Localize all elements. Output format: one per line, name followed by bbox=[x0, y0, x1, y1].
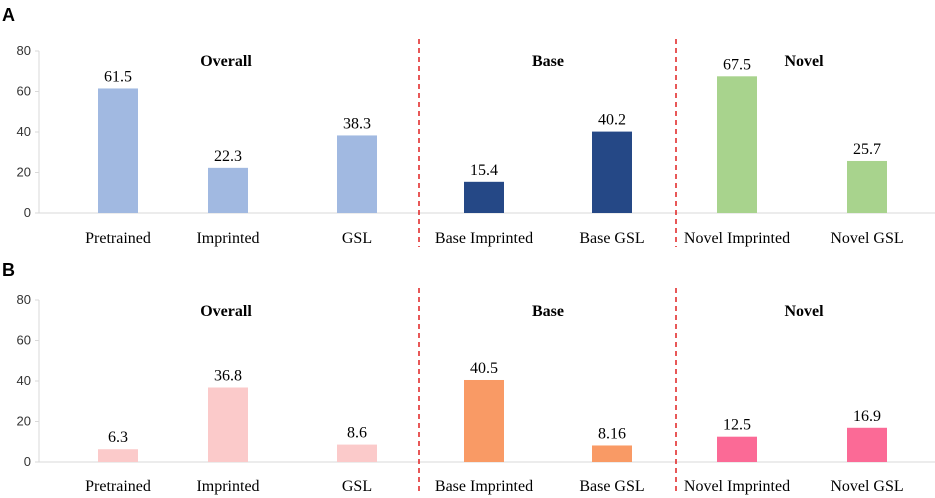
category-label: Pretrained bbox=[85, 230, 151, 247]
bar-base-gsl bbox=[592, 131, 632, 213]
group-title-overall: Overall bbox=[200, 303, 252, 320]
group-title-novel: Novel bbox=[784, 303, 824, 320]
category-label: Imprinted bbox=[196, 478, 259, 495]
category-label: Imprinted bbox=[196, 230, 259, 247]
category-label: Novel Imprinted bbox=[684, 478, 790, 495]
bar-novel-imprinted bbox=[717, 76, 757, 213]
y-tick-label: 80 bbox=[17, 43, 31, 58]
bar-value-label: 40.5 bbox=[470, 360, 498, 377]
category-label: Novel Imprinted bbox=[684, 230, 790, 247]
category-label: Base GSL bbox=[579, 230, 644, 247]
y-tick-label: 0 bbox=[24, 205, 31, 220]
bar-pretrained bbox=[98, 449, 138, 462]
bar-gsl bbox=[337, 444, 377, 462]
y-tick-label: 40 bbox=[17, 124, 31, 139]
bar-base-imprinted bbox=[464, 379, 504, 462]
bar-value-label: 12.5 bbox=[723, 417, 751, 434]
y-tick-label: 20 bbox=[17, 414, 31, 429]
bar-novel-gsl bbox=[847, 427, 887, 462]
bar-value-label: 40.2 bbox=[598, 112, 626, 129]
panel-b-letter: B bbox=[2, 260, 15, 280]
y-tick-label: 60 bbox=[17, 84, 31, 99]
bar-novel-imprinted bbox=[717, 436, 757, 462]
bar-imprinted bbox=[208, 167, 248, 213]
group-title-overall: Overall bbox=[200, 53, 252, 70]
category-label: Base Imprinted bbox=[435, 230, 533, 247]
bar-value-label: 67.5 bbox=[723, 56, 751, 73]
bar-novel-gsl bbox=[847, 160, 887, 213]
bar-value-label: 38.3 bbox=[343, 115, 371, 132]
y-tick-label: 40 bbox=[17, 373, 31, 388]
group-title-novel: Novel bbox=[784, 53, 824, 70]
category-label: Base GSL bbox=[579, 478, 644, 495]
bar-base-gsl bbox=[592, 445, 632, 462]
bar-value-label: 25.7 bbox=[853, 141, 881, 158]
category-label: Base Imprinted bbox=[435, 478, 533, 495]
group-title-base: Base bbox=[532, 53, 564, 70]
y-tick-label: 20 bbox=[17, 165, 31, 180]
category-label: Pretrained bbox=[85, 478, 151, 495]
category-label: GSL bbox=[342, 230, 372, 247]
bar-gsl bbox=[337, 135, 377, 213]
bar-value-label: 6.3 bbox=[108, 429, 128, 446]
bar-imprinted bbox=[208, 387, 248, 462]
bar-value-label: 36.8 bbox=[214, 367, 242, 384]
bar-value-label: 22.3 bbox=[214, 148, 242, 165]
panel-a-letter: A bbox=[2, 5, 15, 25]
bar-value-label: 15.4 bbox=[470, 162, 498, 179]
category-label: Novel GSL bbox=[830, 230, 903, 247]
bar-pretrained bbox=[98, 88, 138, 213]
y-tick-label: 60 bbox=[17, 333, 31, 348]
y-tick-label: 80 bbox=[17, 292, 31, 307]
category-label: GSL bbox=[342, 478, 372, 495]
y-tick-label: 0 bbox=[24, 454, 31, 469]
bar-base-imprinted bbox=[464, 181, 504, 213]
bar-value-label: 8.16 bbox=[598, 425, 626, 442]
panel-b-chart: 0 20 40 60 80 Overall Base Novel 6.3 Pretrained 36… bbox=[17, 288, 935, 495]
bar-value-label: 61.5 bbox=[104, 68, 132, 85]
bar-value-label: 8.6 bbox=[347, 425, 367, 442]
group-title-base: Base bbox=[532, 303, 564, 320]
panel-a-chart: 0 20 40 60 80 Overall Base Novel 61.5 Pretrained 2… bbox=[17, 39, 935, 247]
bar-value-label: 16.9 bbox=[853, 408, 881, 425]
category-label: Novel GSL bbox=[830, 478, 903, 495]
